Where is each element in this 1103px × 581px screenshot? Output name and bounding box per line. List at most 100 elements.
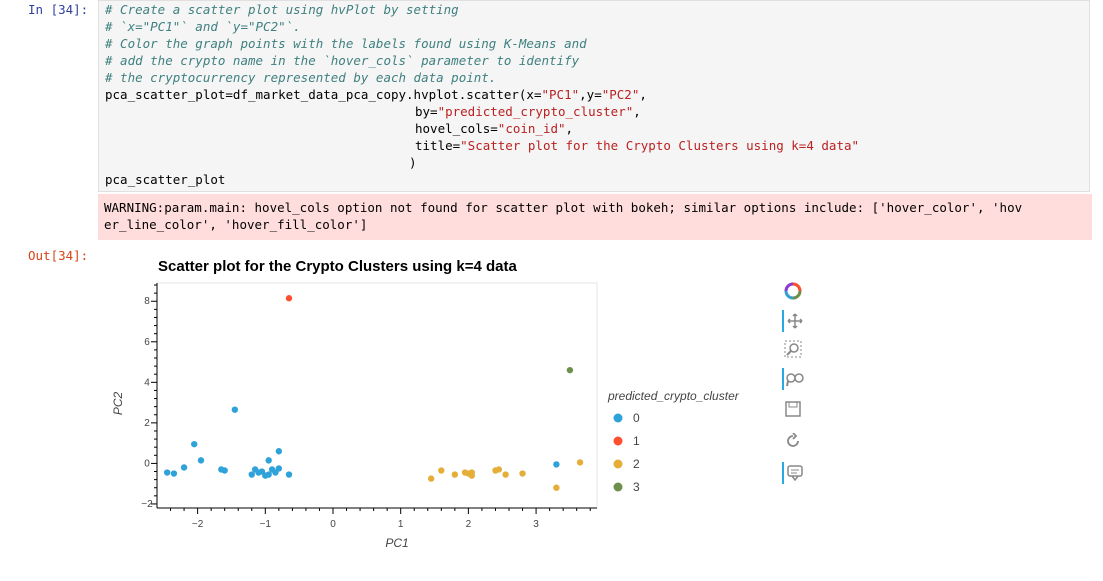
pan-icon[interactable] <box>782 310 806 332</box>
code-comment-line: # Color the graph points with the labels… <box>105 36 587 51</box>
code-token: , <box>633 104 641 119</box>
code-string: "predicted_crypto_cluster" <box>437 104 634 119</box>
bokeh-logo-icon[interactable] <box>782 280 804 302</box>
data-point-cluster-0 <box>191 440 198 448</box>
code-string: "coin_id" <box>497 121 566 136</box>
data-point-cluster-1 <box>285 295 293 302</box>
legend-label-0: 0 <box>633 411 640 425</box>
x-tick-label: 1 <box>398 519 404 530</box>
data-point-cluster-0 <box>231 406 239 413</box>
code-line: ) <box>409 155 417 170</box>
data-point-cluster-2 <box>576 459 584 466</box>
code-comment-line: # Create a scatter plot using hvPlot by … <box>105 2 459 17</box>
data-point-cluster-0 <box>258 468 266 475</box>
data-point-cluster-0 <box>272 469 279 476</box>
x-tick-label: −1 <box>260 519 272 530</box>
data-point-cluster-0 <box>218 466 225 473</box>
warning-output: WARNING:param.main: hovel_cols option no… <box>98 194 1092 240</box>
code-string: "PC2" <box>601 87 640 102</box>
code-string: "Scatter plot for the Crypto Clusters us… <box>460 138 860 153</box>
data-point-cluster-0 <box>248 471 255 478</box>
data-point-cluster-3 <box>566 366 574 374</box>
x-tick-label: 0 <box>330 519 336 530</box>
x-tick-label: 3 <box>533 519 539 530</box>
code-token: title= <box>415 138 461 153</box>
code-token: pca_scatter_plot=df_market_data_pca_copy… <box>105 87 542 102</box>
data-point-cluster-0 <box>275 448 283 455</box>
data-point-cluster-0 <box>285 471 293 478</box>
code-string: "PC1" <box>541 87 580 102</box>
reset-icon[interactable] <box>782 430 804 452</box>
legend-marker-3 <box>613 482 623 492</box>
code-token: , <box>639 87 647 102</box>
data-point-cluster-0 <box>251 466 259 473</box>
y-tick-label: −2 <box>141 499 153 510</box>
y-tick-label: 4 <box>144 377 150 388</box>
code-token: ,y= <box>579 87 602 102</box>
y-tick-label: 8 <box>144 296 150 307</box>
data-point-cluster-0 <box>275 465 283 472</box>
data-point-cluster-0 <box>255 469 262 476</box>
data-point-cluster-0 <box>180 464 188 471</box>
code-line: pca_scatter_plot=df_market_data_pca_copy… <box>105 86 647 103</box>
x-axis-label: PC1 <box>385 536 408 550</box>
warning-line: WARNING:param.main: hovel_cols option no… <box>104 200 1023 215</box>
data-point-cluster-2 <box>495 466 503 473</box>
data-point-cluster-0 <box>553 461 560 468</box>
code-cell[interactable]: # Create a scatter plot using hvPlot by … <box>98 0 1090 192</box>
code-line: title="Scatter plot for the Crypto Clust… <box>415 137 859 154</box>
legend-label-3: 3 <box>633 480 640 494</box>
wheel-zoom-icon[interactable] <box>782 368 806 390</box>
code-token: by= <box>415 104 438 119</box>
box-zoom-icon[interactable] <box>782 338 804 360</box>
warning-line: er_line_color', 'hover_fill_color'] <box>104 217 368 232</box>
code-line: hovel_cols="coin_id", <box>415 120 573 137</box>
code-token: hovel_cols= <box>415 121 498 136</box>
data-point-cluster-0 <box>262 472 269 479</box>
code-line: by="predicted_crypto_cluster", <box>415 103 641 120</box>
data-point-cluster-0 <box>265 471 272 478</box>
data-point-cluster-2 <box>468 472 475 479</box>
legend-title: predicted_crypto_cluster <box>607 389 740 403</box>
data-point-cluster-0 <box>265 457 272 464</box>
data-point-cluster-2 <box>502 471 509 478</box>
y-tick-label: 0 <box>144 458 150 469</box>
legend-marker-1 <box>613 436 623 446</box>
data-point-cluster-0 <box>268 466 276 473</box>
plot-frame <box>156 282 598 509</box>
legend-label-2: 2 <box>633 457 640 471</box>
chart-toolbar <box>778 280 808 492</box>
save-icon[interactable] <box>782 398 804 420</box>
code-comment-line: # add the crypto name in the `hover_cols… <box>105 53 580 68</box>
data-point-cluster-2 <box>427 475 435 482</box>
x-tick-label: −2 <box>192 519 204 530</box>
data-point-cluster-2 <box>451 471 459 478</box>
y-tick-label: 6 <box>144 337 150 348</box>
code-comment-line: # `x="PC1"` and `y="PC2"`. <box>105 19 301 34</box>
code-line: pca_scatter_plot <box>105 172 226 187</box>
data-point-cluster-2 <box>553 484 560 491</box>
legend-box <box>600 383 757 498</box>
output-prompt: Out[34]: <box>28 248 89 263</box>
data-point-cluster-0 <box>197 457 205 464</box>
y-axis-label: PC2 <box>111 392 125 416</box>
data-point-cluster-2 <box>468 469 475 476</box>
data-point-cluster-2 <box>438 467 445 474</box>
x-tick-label: 2 <box>466 519 472 530</box>
data-point-cluster-2 <box>465 470 472 477</box>
legend-marker-2 <box>613 459 623 469</box>
data-point-cluster-0 <box>170 470 178 477</box>
data-point-cluster-2 <box>492 467 499 474</box>
chart-title: Scatter plot for the Crypto Clusters usi… <box>158 258 517 275</box>
data-point-cluster-2 <box>461 469 469 476</box>
legend-marker-0 <box>613 413 623 423</box>
legend-label-1: 1 <box>633 434 640 448</box>
code-token: , <box>565 121 574 136</box>
y-tick-label: 2 <box>144 418 150 429</box>
code-comment-line: # the cryptocurrency represented by each… <box>105 70 497 85</box>
input-prompt: In [34]: <box>28 2 89 17</box>
data-point-cluster-0 <box>221 467 228 474</box>
data-point-cluster-0 <box>163 469 171 476</box>
hover-icon[interactable] <box>782 462 806 484</box>
data-point-cluster-2 <box>519 470 526 477</box>
